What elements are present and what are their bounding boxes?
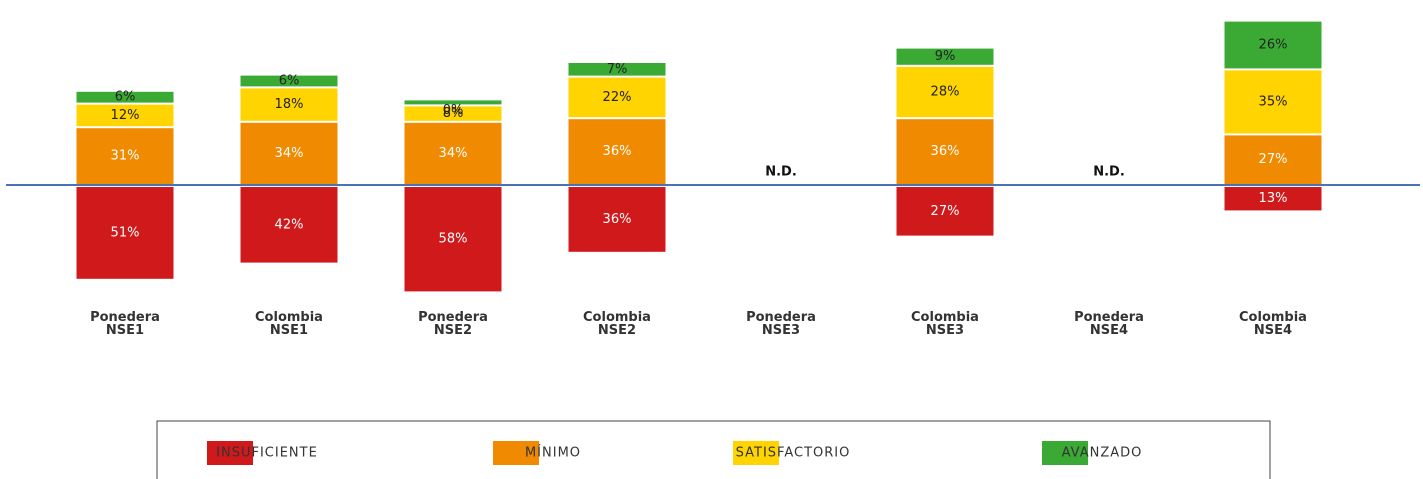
- value-label: 58%: [439, 232, 468, 247]
- value-label: 36%: [931, 144, 960, 159]
- value-label: 6%: [115, 90, 136, 105]
- value-label: 42%: [275, 217, 304, 232]
- x-tick-label: Ponedera NSE4: [1074, 310, 1144, 338]
- legend-label: AVANZADO: [1062, 446, 1143, 461]
- x-tick-label: Colombia NSE2: [583, 310, 651, 338]
- value-label: 8%: [443, 106, 464, 121]
- value-label: 22%: [603, 90, 632, 105]
- bar-segment: [240, 122, 338, 184]
- value-label: 28%: [931, 85, 960, 100]
- bar-segment: [1224, 21, 1322, 69]
- missing-label: N.D.: [1093, 165, 1125, 180]
- bar-segment: [1224, 187, 1322, 211]
- x-tick-label: Colombia NSE4: [1239, 310, 1307, 338]
- bar-segment: [1224, 70, 1322, 134]
- bar-segment: [240, 88, 338, 121]
- bar-segment: [404, 122, 502, 184]
- value-label: 0%: [443, 103, 464, 118]
- bar-segment: [76, 128, 174, 184]
- value-label: 34%: [439, 146, 468, 161]
- bar-segment: [76, 104, 174, 127]
- value-label: 51%: [111, 225, 140, 240]
- value-label: 31%: [111, 149, 140, 164]
- x-tick-label: Colombia NSE3: [911, 310, 979, 338]
- value-label: 6%: [279, 74, 300, 89]
- bar-segment: [404, 187, 502, 292]
- x-tick-label: Ponedera NSE2: [418, 310, 488, 338]
- value-label: 7%: [607, 62, 628, 77]
- legend-swatch: [207, 441, 253, 465]
- bar-segment: [1224, 135, 1322, 184]
- value-label: 18%: [275, 97, 304, 112]
- value-label: 36%: [603, 212, 632, 227]
- value-label: 34%: [275, 146, 304, 161]
- legend-swatch: [493, 441, 539, 465]
- bar-segment: [240, 187, 338, 263]
- bar-segment: [568, 77, 666, 118]
- x-tick-label: Ponedera NSE1: [90, 310, 160, 338]
- bar-segment: [76, 187, 174, 279]
- legend-label: SATISFACTORIO: [736, 446, 851, 461]
- bar-segment: [76, 91, 174, 103]
- bar-segment: [896, 187, 994, 236]
- value-label: 26%: [1259, 38, 1288, 53]
- missing-label: N.D.: [765, 165, 797, 180]
- bar-segment: [240, 75, 338, 87]
- legend-swatch: [1042, 441, 1088, 465]
- x-tick-label: Ponedera NSE3: [746, 310, 816, 338]
- bar-segment: [568, 187, 666, 252]
- bar-segment: [896, 119, 994, 184]
- bar-segment: [568, 63, 666, 76]
- x-tick-label: Colombia NSE1: [255, 310, 323, 338]
- value-label: 36%: [603, 144, 632, 159]
- bar-segment: [568, 119, 666, 184]
- legend-label: INSUFICIENTE: [216, 446, 318, 461]
- value-label: 27%: [1259, 152, 1288, 167]
- bar-segment: [896, 48, 994, 65]
- value-label: 12%: [111, 108, 140, 123]
- legend-label: MÍNIMO: [525, 445, 581, 461]
- value-label: 27%: [931, 204, 960, 219]
- value-label: 35%: [1259, 94, 1288, 109]
- bar-segment: [404, 106, 502, 121]
- legend-box: [156, 420, 1271, 479]
- value-label: 13%: [1259, 191, 1288, 206]
- bar-segment: [404, 100, 502, 105]
- legend-swatch: [733, 441, 779, 465]
- value-label: 9%: [935, 49, 956, 64]
- bar-segment: [896, 66, 994, 118]
